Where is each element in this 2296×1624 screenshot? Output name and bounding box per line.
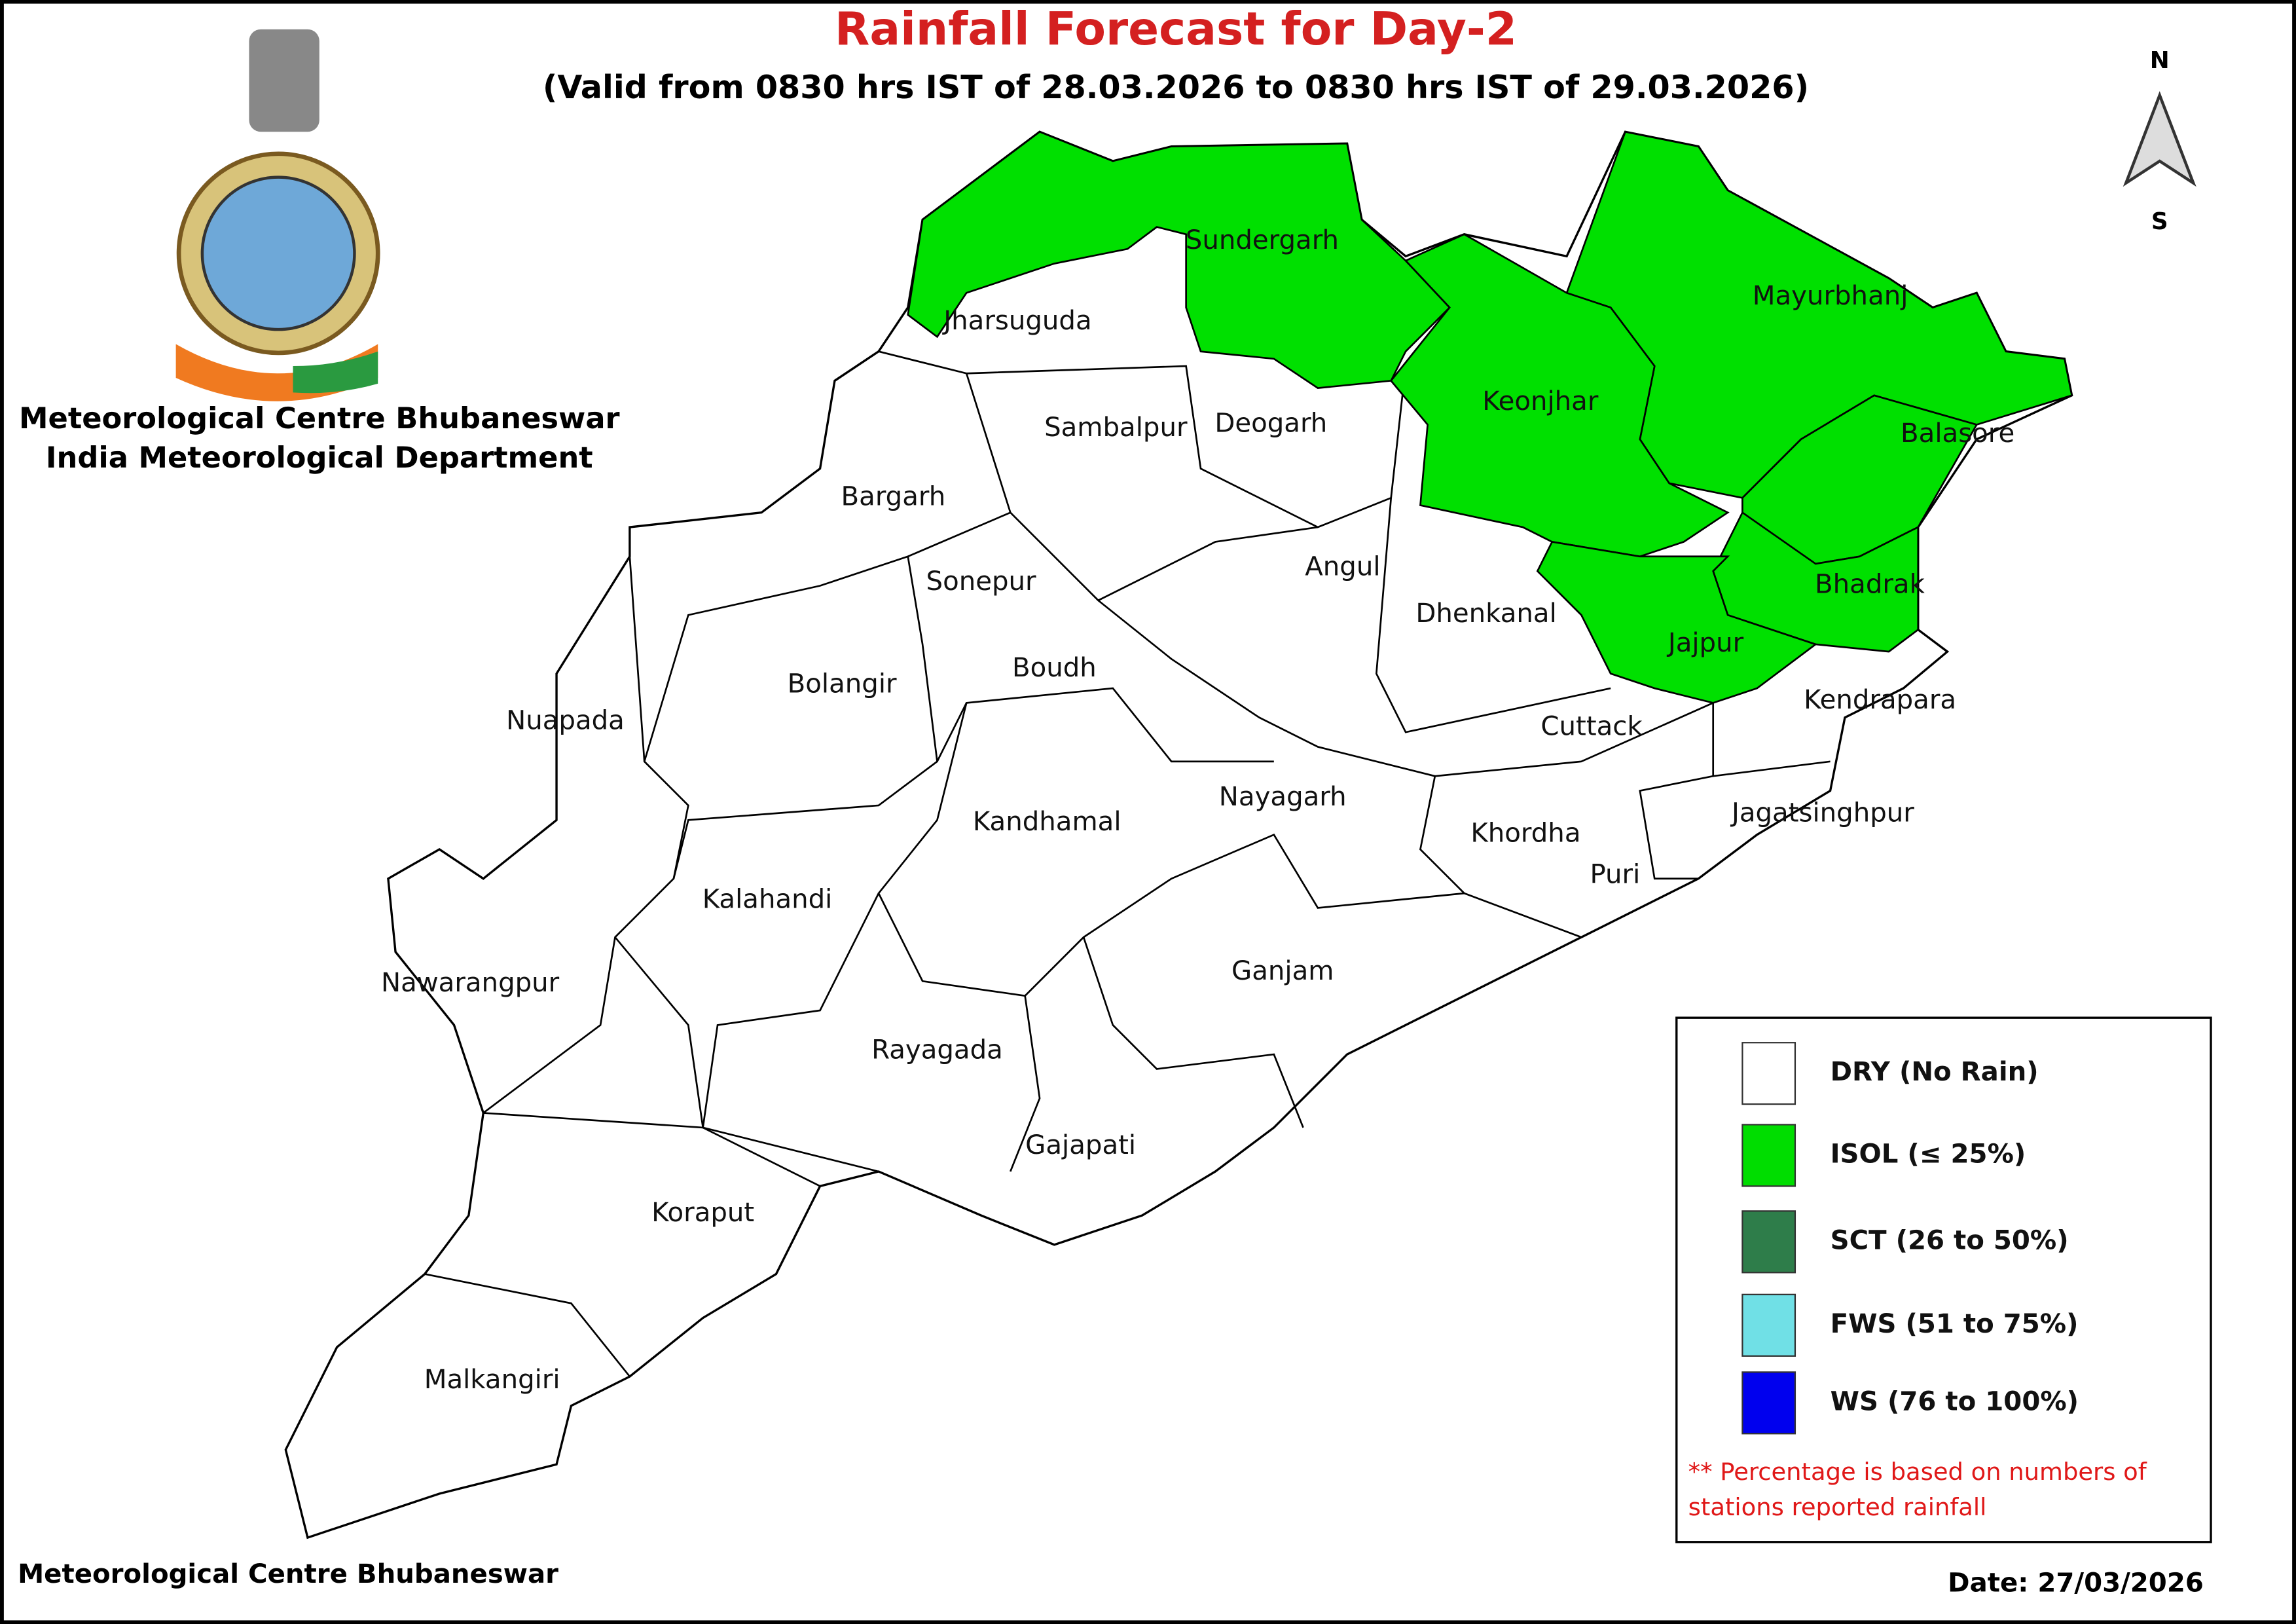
legend-swatch bbox=[1741, 1293, 1796, 1357]
districts: Jharsuguda Sundergarh Mayurbhanj Sambalpur D… bbox=[381, 130, 2073, 1395]
title: Rainfall Forecast for Day-2 bbox=[835, 3, 1517, 56]
compass-south: S bbox=[2151, 208, 2168, 235]
district-label: Boudh bbox=[1012, 653, 1097, 683]
logo bbox=[175, 29, 380, 401]
legend: DRY (No Rain) ISOL (≤ 25%) SCT (26 to 50%)… bbox=[1741, 1042, 2079, 1435]
district-label: Jajpur bbox=[1666, 628, 1744, 658]
legend-swatch bbox=[1741, 1210, 1796, 1274]
district-label: Cuttack bbox=[1540, 711, 1643, 741]
district-label: Bargarh bbox=[841, 481, 946, 511]
org-line: Meteorological Centre Bhubaneswar bbox=[19, 401, 620, 435]
district-label: Koraput bbox=[651, 1198, 754, 1228]
footer-left: Meteorological Centre Bhubaneswar bbox=[18, 1559, 558, 1589]
district-label: Puri bbox=[1590, 859, 1640, 889]
district-label: Sambalpur bbox=[1044, 413, 1188, 443]
district-label: Rayagada bbox=[871, 1035, 1003, 1065]
legend-note: stations reported rainfall bbox=[1688, 1493, 1987, 1521]
subtitle: (Valid from 0830 hrs IST of 28.03.2026 t… bbox=[543, 68, 1809, 106]
district-label: Deogarh bbox=[1214, 409, 1327, 439]
district-label: Ganjam bbox=[1231, 956, 1334, 986]
district-label: Nuapada bbox=[506, 705, 625, 735]
org-line: India Meteorological Department bbox=[46, 440, 593, 475]
legend-swatch bbox=[1741, 1042, 1796, 1105]
footer-date: Date: 27/03/2026 bbox=[1948, 1568, 2204, 1598]
compass-north: N bbox=[2150, 47, 2170, 74]
district-label: Keonjhar bbox=[1482, 386, 1599, 416]
district-label: Mayurbhanj bbox=[1753, 281, 1908, 311]
district-area bbox=[1536, 540, 1818, 704]
district-label: Gajapati bbox=[1025, 1130, 1136, 1160]
compass-arrow bbox=[2123, 91, 2196, 187]
district-label: Kandhamal bbox=[973, 807, 1121, 837]
district-label: Nawarangpur bbox=[381, 968, 560, 998]
district-label: Balasore bbox=[1901, 418, 2014, 449]
district-label: Sundergarh bbox=[1186, 225, 1339, 255]
legend-swatch bbox=[1741, 1124, 1796, 1187]
district-label: Jharsuguda bbox=[941, 306, 1091, 336]
district-label: Angul bbox=[1305, 552, 1380, 582]
legend-label: DRY (No Rain) bbox=[1831, 1057, 2039, 1087]
district-label: Kalahandi bbox=[702, 884, 833, 914]
legend-swatch bbox=[1741, 1371, 1796, 1435]
district-label: Dhenkanal bbox=[1415, 599, 1556, 629]
district-label: Kendrapara bbox=[1804, 685, 1956, 715]
legend-label: ISOL (≤ 25%) bbox=[1831, 1139, 2026, 1169]
district-label: Nayagarh bbox=[1219, 782, 1347, 812]
legend-label: FWS (51 to 75%) bbox=[1831, 1309, 2079, 1339]
district-label: Sonepur bbox=[926, 566, 1037, 597]
district-area bbox=[907, 130, 1451, 389]
district-label: Jagatsinghpur bbox=[1730, 798, 1914, 828]
district-boundaries bbox=[424, 350, 1831, 1377]
legend-note: ** Percentage is based on numbers of bbox=[1688, 1458, 2147, 1486]
legend-label: SCT (26 to 50%) bbox=[1831, 1225, 2069, 1255]
district-label: Bhadrak bbox=[1815, 569, 1925, 599]
district-area bbox=[1389, 233, 1730, 558]
district-label: Malkangiri bbox=[424, 1365, 560, 1395]
district-label: Khordha bbox=[1470, 819, 1580, 849]
district-label: Bolangir bbox=[788, 669, 897, 699]
legend-box bbox=[1675, 1016, 2212, 1543]
legend-label: WS (76 to 100%) bbox=[1831, 1386, 2079, 1416]
